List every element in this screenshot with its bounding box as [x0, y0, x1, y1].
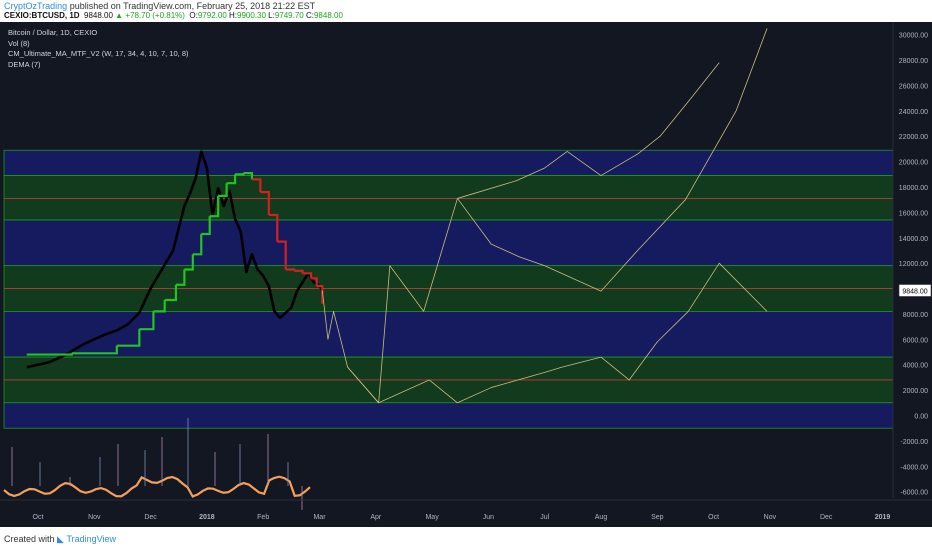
ma-segment-7: [175, 269, 186, 286]
ma-segment-9: [192, 233, 203, 256]
low-label: L:: [268, 11, 275, 20]
x-tick-label-0: Oct: [33, 514, 44, 521]
last-price-tag-label: 9848.00: [902, 288, 927, 295]
x-tick-label-8: Jun: [483, 514, 494, 521]
ma-segment-23: [311, 277, 318, 287]
y-tick-label-16: -2000.00: [900, 439, 928, 446]
legend-indicator-dema[interactable]: DEMA (7): [8, 59, 41, 69]
x-tick-label-3: 2018: [199, 514, 215, 521]
y-tick-label-15: 0.00: [914, 413, 928, 420]
price-chart[interactable]: 30000.00 28000.00 26000.00 24000.00 22000.00…: [0, 22, 932, 527]
ma-segment-17: [260, 190, 270, 215]
ma-segment-19: [277, 240, 287, 270]
ma-segment-11: [209, 195, 220, 218]
publish-header: CryptOzTrading published on TradingView.…: [0, 0, 932, 22]
low-value: 9749.70: [274, 11, 304, 20]
y-tick-label-3: 24000.00: [899, 109, 928, 116]
symbol-label: CEXIO:BTCUSD, 1D: [4, 11, 80, 20]
x-tick-label-2: Dec: [144, 514, 157, 521]
open-label: O:: [189, 11, 198, 20]
x-tick-label-5: Mar: [313, 514, 326, 521]
ma-segment-18: [268, 213, 279, 242]
x-tick-label-10: Aug: [595, 514, 608, 521]
ma-segment-14: [235, 173, 245, 176]
x-tick-label-9: Jul: [540, 514, 549, 521]
y-tick-label-1: 28000.00: [899, 58, 928, 65]
ma-segment-22: [302, 272, 313, 279]
y-tick-label-11: 8000.00: [903, 312, 928, 319]
y-tick-label-7: 16000.00: [899, 210, 928, 217]
zone-band-6: [3, 402, 894, 429]
series-line-0: [26, 150, 324, 369]
published-text: published on TradingView.com, February 2…: [67, 1, 316, 11]
oscillator-line: [3, 475, 311, 498]
up-arrow-icon: ▲: [115, 11, 124, 20]
ohlc-line: CEXIO:BTCUSD, 1D 9848.00 ▲ +78.70 (+0.81…: [4, 11, 343, 20]
x-tick-label-12: Oct: [708, 514, 719, 521]
x-tick-label-1: Nov: [88, 514, 101, 521]
x-tick-label-7: May: [425, 514, 439, 521]
y-tick-label-8: 14000.00: [899, 236, 928, 243]
open-value: 9792.00: [197, 11, 227, 20]
y-tick-label-9: 12000.00: [899, 261, 928, 268]
price-change: +78.70 (+0.81%): [125, 11, 185, 20]
x-tick-label-15: 2019: [875, 514, 891, 521]
ma-segment-4: [139, 311, 155, 331]
series-line-2: [321, 28, 768, 404]
y-tick-label-4: 22000.00: [899, 134, 928, 141]
ma-segment-6: [164, 284, 178, 302]
high-value: 9900.30: [237, 11, 266, 20]
ma-segment-16: [251, 178, 262, 193]
created-with-text: Created with: [4, 534, 55, 544]
y-axis-panel: [893, 22, 932, 527]
tradingview-logo-icon: ◣: [57, 534, 64, 544]
last-price: 9848.00: [84, 11, 113, 20]
ma-segment-15: [243, 171, 254, 180]
ma-segment-13: [226, 174, 237, 185]
y-tick-label-17: -4000.00: [900, 464, 928, 471]
ma-segment-8: [184, 254, 194, 271]
zone-band-0: [3, 149, 894, 176]
legend-title: Bitcoin / Dollar, 1D, CEXIO: [8, 28, 98, 37]
legend-indicator-vol[interactable]: Vol (8): [8, 38, 30, 48]
ma-segment-5: [153, 299, 166, 313]
close-label: C:: [305, 11, 314, 20]
y-tick-label-14: 2000.00: [903, 388, 928, 395]
zone-band-4: [3, 311, 894, 358]
tradingview-brand[interactable]: TradingView: [66, 534, 117, 544]
last-price-tag: [898, 284, 932, 297]
y-tick-label-2: 26000.00: [899, 83, 928, 90]
y-tick-label-5: 20000.00: [899, 160, 928, 167]
x-tick-label-11: Sep: [651, 514, 664, 521]
ma-segment-24: [316, 284, 324, 304]
publish-info: CryptOzTrading published on TradingView.…: [4, 1, 315, 11]
ma-segment-3: [116, 329, 141, 347]
x-tick-label-14: Dec: [820, 514, 833, 521]
y-tick-label-0: 30000.00: [899, 33, 928, 40]
ma-segment-1: [26, 353, 73, 356]
x-tick-label-13: Nov: [764, 514, 777, 521]
ma-segment-12: [218, 183, 228, 197]
y-tick-label-18: -6000.00: [900, 490, 928, 497]
series-line-3: [347, 262, 768, 404]
ma-segment-10: [201, 216, 211, 236]
chart-legend: Bitcoin / Dollar, 1D, CEXIO Vol (8) CM_U…: [8, 28, 189, 70]
chart-area[interactable]: 30000.00 28000.00 26000.00 24000.00 22000.00…: [0, 22, 932, 527]
close-value: 9848.00: [313, 11, 343, 20]
zone-band-1: [3, 175, 894, 221]
series-line-4: [457, 62, 720, 199]
y-tick-label-12: 6000.00: [903, 337, 928, 344]
footer: Created with ◣ TradingView: [0, 527, 932, 550]
y-tick-label-6: 18000.00: [899, 185, 928, 192]
ma-segment-2: [71, 345, 118, 355]
x-tick-label-4: Feb: [257, 514, 269, 521]
high-label: H:: [229, 11, 237, 20]
ma-segment-20: [285, 268, 296, 271]
y-tick-label-13: 4000.00: [903, 363, 928, 370]
author-link[interactable]: CryptOzTrading: [4, 1, 68, 11]
zone-band-2: [3, 219, 894, 267]
x-tick-label-6: Apr: [370, 514, 382, 521]
legend-indicator-ma[interactable]: CM_Ultimate_MA_MTF_V2 (W, 17, 34, 4, 10,…: [8, 49, 189, 58]
